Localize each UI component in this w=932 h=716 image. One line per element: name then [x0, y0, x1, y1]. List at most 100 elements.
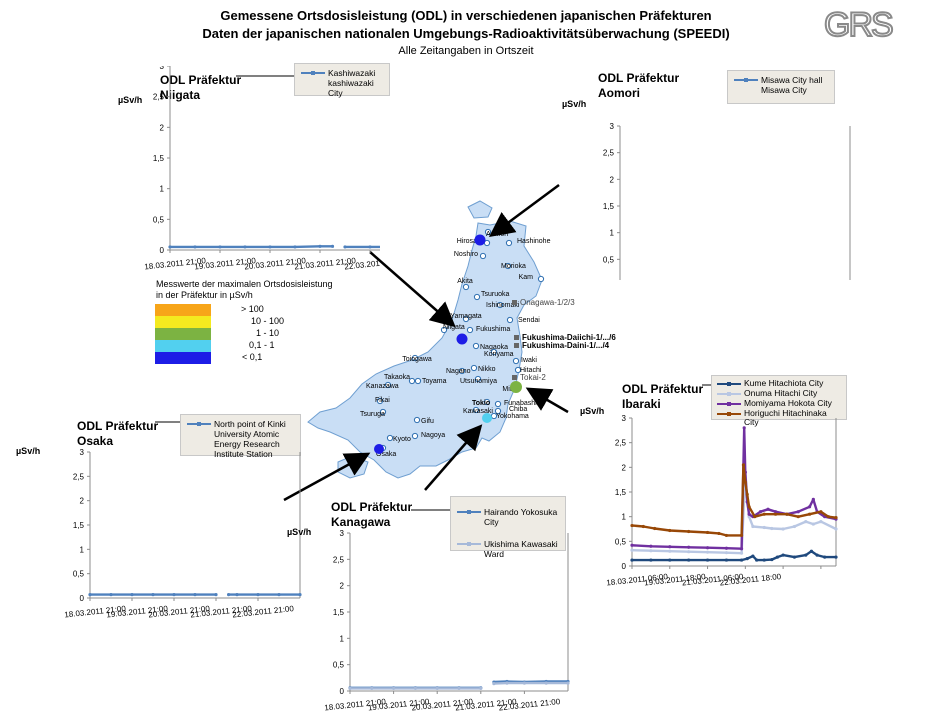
city-marker	[496, 301, 504, 309]
map-legend-label: 1 - 10	[256, 328, 280, 338]
city-label: Osaka	[376, 451, 396, 458]
map-legend-row: > 100	[155, 304, 395, 316]
city-marker	[479, 252, 487, 260]
data-point	[753, 515, 757, 519]
city-marker	[512, 357, 520, 365]
city-label: Tsuruga	[360, 411, 385, 418]
data-point	[413, 686, 417, 690]
city-label: Toyama	[422, 378, 447, 385]
data-point	[770, 557, 774, 562]
y-tick-label: 2	[160, 123, 165, 132]
plant-label-tokai: Tokai-2	[520, 373, 546, 382]
legend-swatch	[717, 379, 741, 389]
legend-ibaraki: Kume Hitachiota City Onuma Hitachi City …	[711, 375, 847, 427]
data-point	[630, 548, 634, 552]
data-point	[687, 550, 691, 554]
city-marker	[506, 316, 514, 324]
data-point	[653, 526, 657, 531]
data-point	[758, 510, 763, 514]
data-point	[809, 549, 814, 553]
y-tick-label: 0,5	[615, 537, 627, 546]
city-marker	[462, 283, 470, 291]
y-tick-label: 0	[160, 246, 165, 255]
y-tick-label: 2,5	[603, 149, 615, 158]
data-point	[630, 523, 634, 528]
data-point	[739, 558, 744, 562]
plant-label-onagawa: Onagawa-1/2/3	[520, 298, 575, 307]
data-point	[739, 547, 744, 551]
city-marker	[414, 377, 422, 385]
data-point	[762, 525, 766, 530]
panel-title-osaka: ODL Präfektur Osaka	[77, 419, 158, 449]
data-point	[755, 558, 759, 562]
panel-title-aomori-line1: ODL Präfektur	[598, 71, 680, 85]
panel-title-kanagawa-line1: ODL Präfektur	[331, 500, 413, 514]
data-point	[785, 512, 789, 516]
city-label: Nagano	[446, 368, 471, 375]
city-label: Tsuruoka	[481, 291, 510, 298]
data-point	[745, 492, 749, 497]
legend-item: North point of Kinki University Atomic E…	[187, 419, 294, 459]
tokai-marker	[512, 375, 517, 380]
data-point	[668, 558, 672, 562]
data-point	[544, 681, 548, 685]
data-point	[168, 245, 172, 249]
city-marker	[474, 375, 482, 383]
city-label: Iwaki	[521, 357, 537, 364]
arrow-ibaraki	[525, 387, 569, 414]
data-point	[649, 549, 653, 553]
map-legend-swatch	[155, 340, 211, 352]
data-point	[235, 592, 239, 597]
data-point	[668, 545, 672, 549]
city-label: Morioka	[501, 263, 526, 270]
data-point	[751, 524, 755, 529]
niigata-dot	[456, 333, 468, 345]
legend-item: Horiguchi Hitachinaka City	[717, 409, 841, 427]
map-legend-swatch	[155, 352, 211, 364]
data-point	[330, 244, 335, 248]
city-marker	[408, 377, 416, 385]
city-label: Mito	[502, 386, 515, 393]
data-point	[687, 545, 691, 549]
grs-logo: GRS	[823, 5, 894, 44]
data-point	[724, 551, 729, 555]
data-point	[435, 686, 439, 690]
data-point	[781, 527, 785, 531]
aomori-dot	[474, 234, 486, 246]
y-tick-label: 1	[340, 634, 345, 643]
honshu-island	[307, 220, 543, 479]
panel-title-kanagawa: ODL Präfektur Kanagawa	[331, 500, 412, 530]
hokkaido-tip	[467, 200, 493, 219]
map-legend-row: 0,1 - 1	[155, 340, 395, 352]
data-point	[566, 681, 570, 685]
legend-text: Onuma Hitachi City	[744, 388, 818, 398]
map-legend-row: < 0,1	[155, 352, 395, 364]
city-marker	[494, 400, 502, 408]
data-point	[151, 592, 155, 597]
city-label: Fikai	[375, 397, 390, 404]
data-point	[227, 592, 231, 597]
data-point	[88, 592, 92, 597]
data-point	[641, 524, 645, 529]
series-line	[631, 426, 837, 550]
legend-swatch	[717, 399, 741, 409]
data-point	[293, 245, 297, 249]
city-label: Akita	[457, 278, 473, 285]
y-tick-label: 3	[340, 529, 345, 538]
data-point	[109, 592, 113, 597]
arrow-aomori	[488, 183, 560, 237]
data-point	[792, 524, 797, 529]
data-point	[819, 510, 823, 514]
city-marker	[504, 262, 512, 270]
city-marker	[462, 315, 470, 323]
y-tick-label: 0	[80, 594, 85, 603]
city-marker	[384, 381, 392, 389]
data-point	[457, 686, 461, 690]
legend-text: Ukishima Kawasaki Ward	[484, 539, 558, 559]
data-point	[705, 546, 710, 550]
map-legend-label: < 0,1	[242, 352, 263, 362]
